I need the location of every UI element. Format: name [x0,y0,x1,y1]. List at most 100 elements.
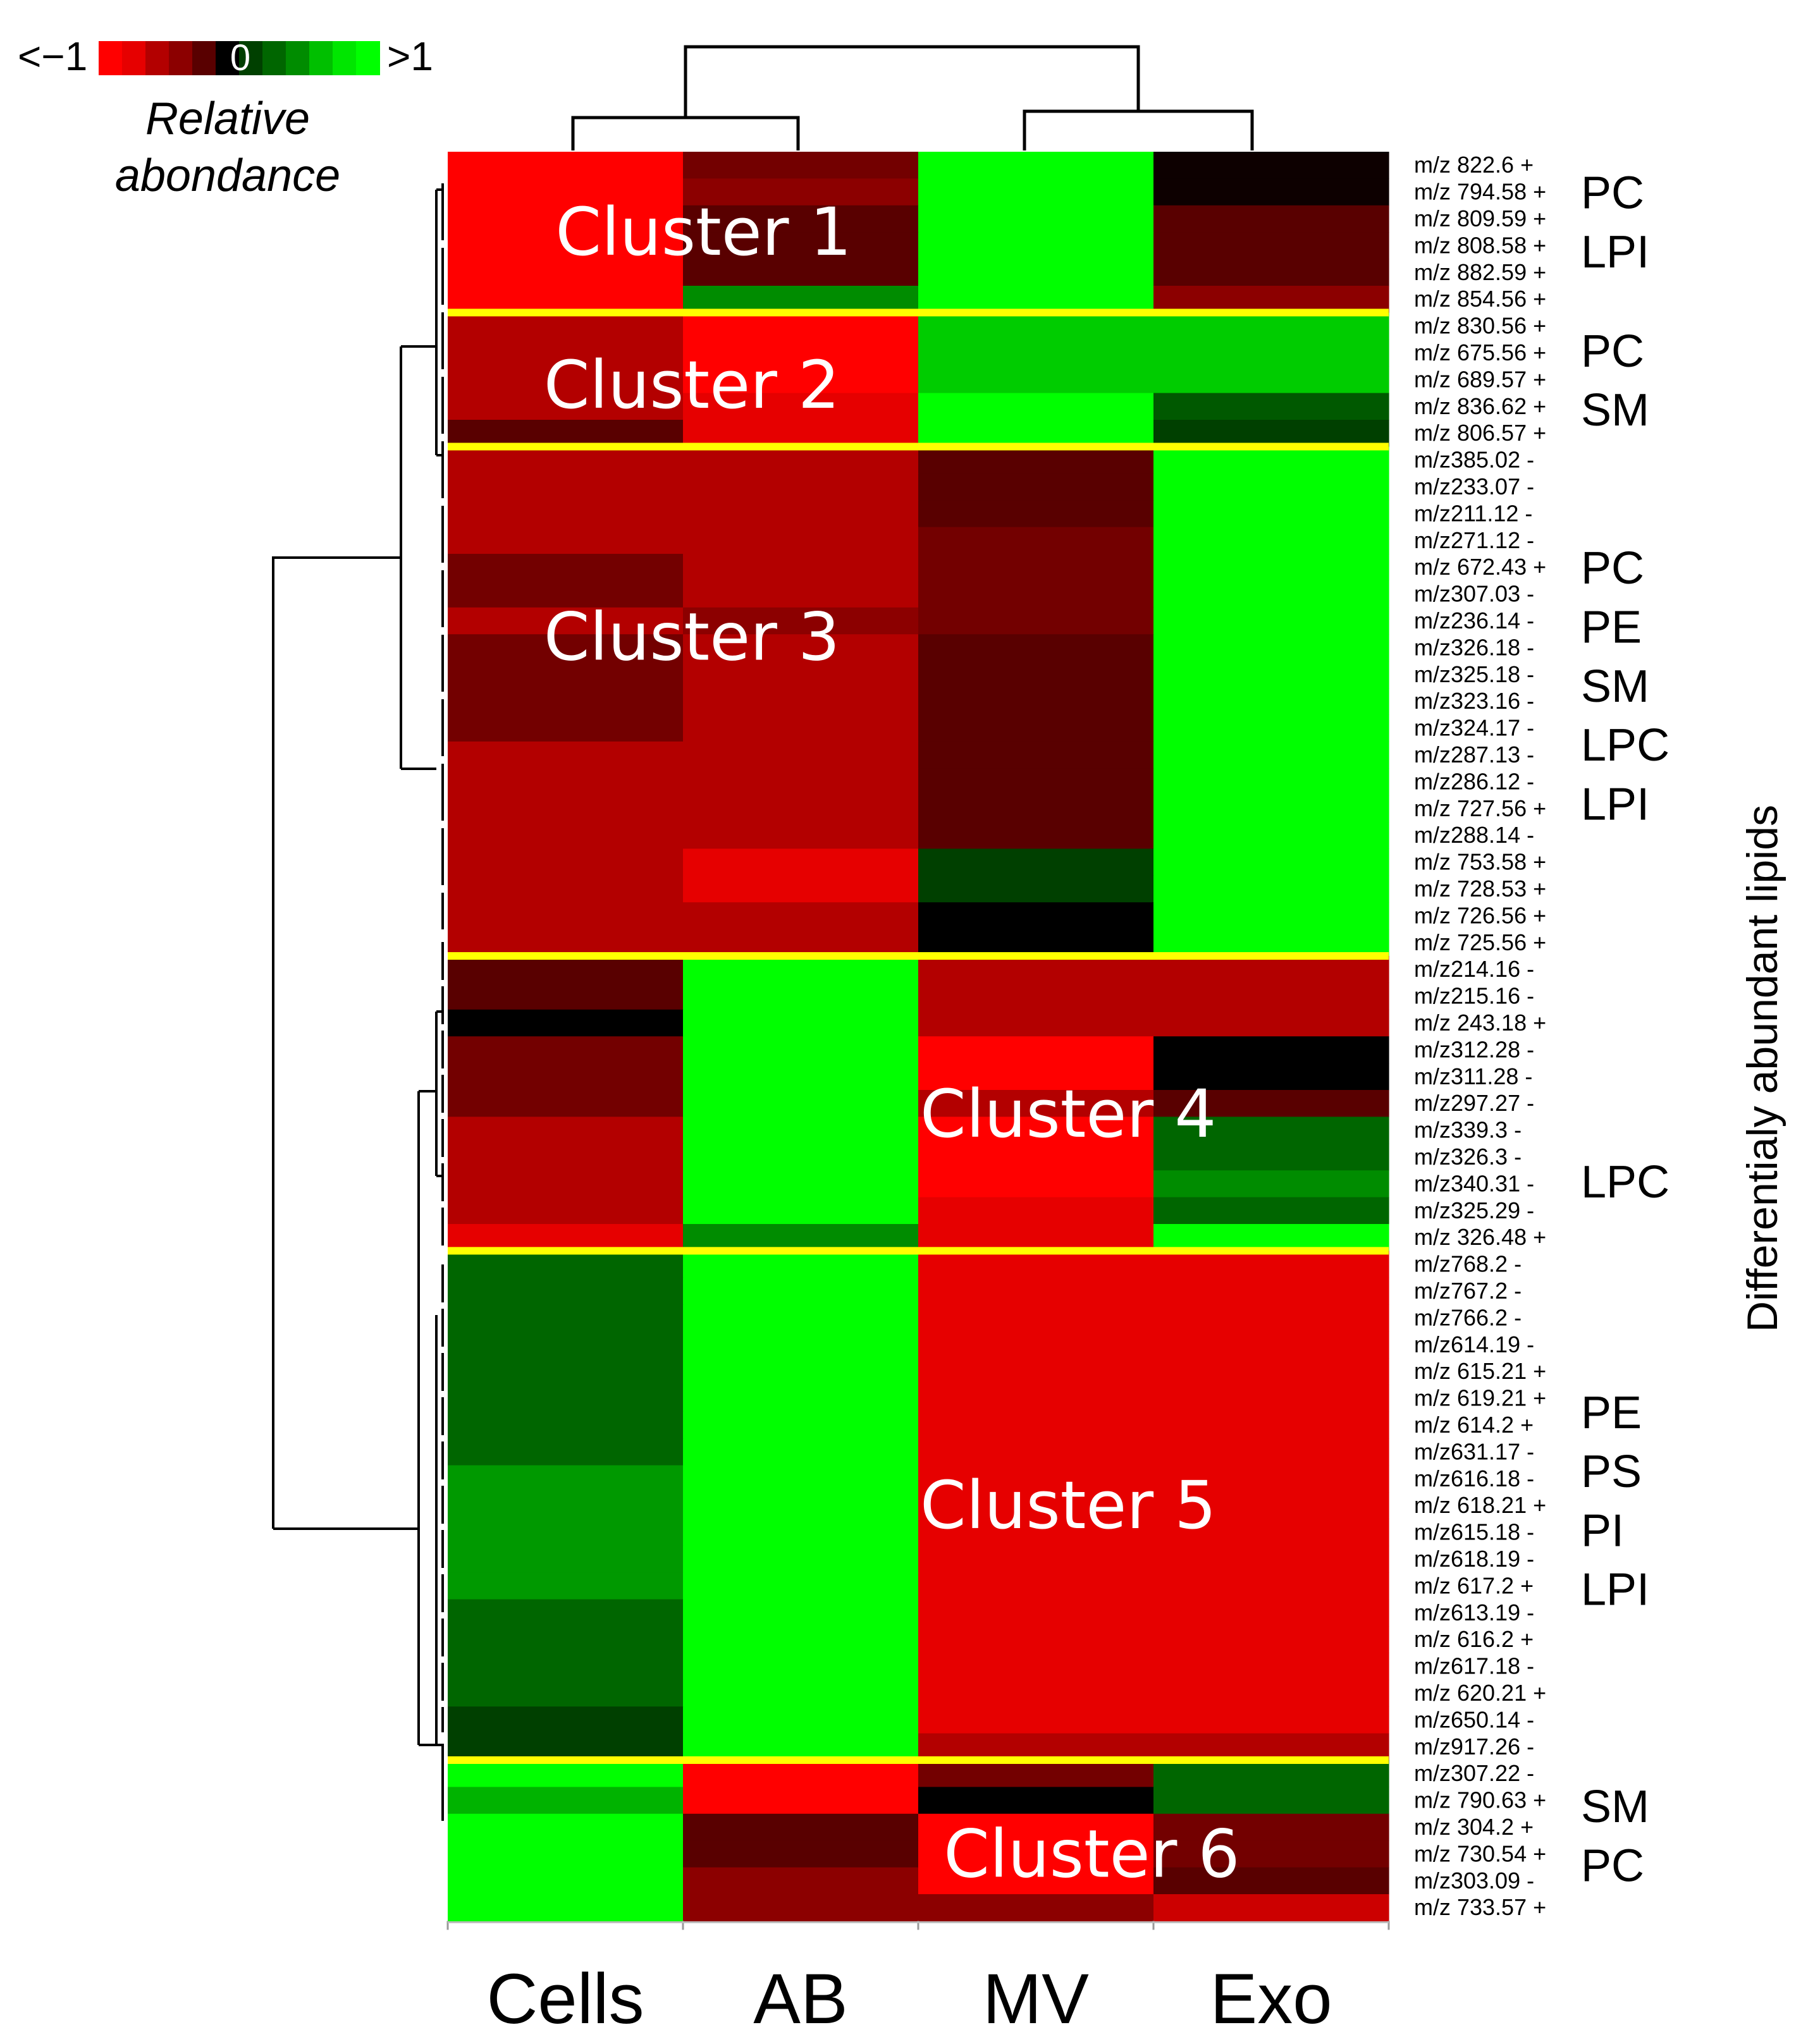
heatmap-cell [1153,580,1389,608]
heatmap-cell [683,1894,919,1921]
column-labels: Cells AB MV Exo [487,1959,1332,2038]
heatmap-cell [1153,1438,1389,1466]
heatmap-cell [448,1117,684,1144]
heatmap-cell [1153,339,1389,367]
heatmap-cell [1153,1733,1389,1761]
heatmap-cell [918,420,1154,447]
heatmap-cell [1153,1143,1389,1171]
heatmap-cell [1153,1304,1389,1332]
heatmap-cell [918,527,1154,554]
heatmap-cell [918,178,1154,206]
heatmap-cell [1153,768,1389,796]
heatmap-cell [1153,554,1389,581]
row-label: m/z 326.48 + [1414,1224,1546,1250]
row-label: m/z286.12 - [1414,768,1534,794]
row-label: m/z 689.57 + [1414,366,1546,392]
lipid-class-label: LPC [1581,720,1669,771]
heatmap-cell [1153,420,1389,447]
heatmap-cell [918,1277,1154,1305]
heatmap-cell [448,232,684,260]
heatmap-cell [683,607,919,635]
heatmap-cell [448,795,684,823]
heatmap-cell [1153,1706,1389,1734]
heatmap-cell [448,634,684,662]
heatmap-cell [918,366,1154,394]
heatmap-cell [1153,500,1389,528]
heatmap-cell [448,741,684,769]
row-label: m/z 728.53 + [1414,876,1546,902]
cluster-separators [448,309,1389,1764]
row-label: m/z287.13 - [1414,742,1534,768]
heatmap-cell [448,1760,684,1787]
heatmap-cell [448,580,684,608]
row-label: m/z339.3 - [1414,1117,1522,1143]
heatmap-cell [448,1090,684,1117]
heatmap-cell [918,1572,1154,1600]
heatmap-cell [683,1545,919,1573]
heatmap-cell [683,1787,919,1815]
heatmap-cell [918,1813,1154,1841]
legend-swatch [192,41,216,75]
heatmap-cell [1153,473,1389,501]
heatmap-cell [918,1787,1154,1815]
row-label: m/z768.2 - [1414,1251,1522,1277]
heatmap-cell [683,554,919,581]
lipid-class-label: LPI [1581,779,1649,829]
heatmap-cell [448,500,684,528]
heatmap-cell [1153,1385,1389,1412]
heatmap-cell [448,420,684,447]
heatmap-cell [1153,1277,1389,1305]
legend-swatch [309,41,333,75]
row-label: m/z311.28 - [1414,1063,1532,1089]
row-label: m/z917.26 - [1414,1734,1534,1759]
heatmap-cell [448,1572,684,1600]
heatmap-cell [448,1385,684,1412]
legend-swatch [99,41,123,75]
heatmap-cell [683,1224,919,1251]
heatmap-cell [683,1760,919,1787]
heatmap-cell [918,446,1154,474]
row-label: m/z 619.21 + [1414,1385,1546,1411]
heatmap-cell [683,1813,919,1841]
legend-swatch [145,41,169,75]
heatmap-cell [448,1492,684,1519]
row-label: m/z 790.63 + [1414,1787,1546,1813]
heatmap-cell [918,1385,1154,1412]
lipid-class-label: LPC [1581,1157,1669,1208]
heatmap-cell [918,1894,1154,1921]
row-label: m/z307.03 - [1414,581,1534,607]
heatmap-cell [683,929,919,957]
heatmap-cell [1153,848,1389,876]
heatmap-cell [448,1599,684,1627]
row-label: m/z288.14 - [1414,822,1534,848]
row-label: m/z211.12 - [1414,500,1532,526]
lipid-class-label: PC [1581,168,1644,219]
cluster-label: Cluster 5 [920,1467,1216,1544]
heatmap-cell [1153,1117,1389,1144]
cluster-labels: Cluster 1 Cluster 2 Cluster 3 Cluster 4 Clus… [544,193,1240,1892]
heatmap-cell [918,1760,1154,1787]
row-label: m/z 614.2 + [1414,1412,1534,1438]
heatmap-cell [918,1170,1154,1198]
heatmap-cell [1153,1492,1389,1519]
heatmap-cell [918,1063,1154,1091]
heatmap-cell [1153,1197,1389,1225]
heatmap-cell [918,1653,1154,1680]
heatmap-cell [448,1840,684,1868]
heatmap-cell [918,741,1154,769]
heatmap-cell [1153,1411,1389,1439]
heatmap-cell [918,1867,1154,1895]
row-label: m/z236.14 - [1414,608,1534,633]
heatmap-cell [918,152,1154,179]
heatmap-cell [918,500,1154,528]
cluster-separator [448,309,1389,317]
heatmap-cell [918,714,1154,742]
heatmap-cell [448,661,684,688]
heatmap-cell [683,661,919,688]
heatmap-cell [448,1143,684,1171]
row-label: m/z613.19 - [1414,1600,1534,1625]
heatmap-cell [448,205,684,233]
heatmap-cell [448,848,684,876]
legend-swatch [216,41,240,75]
heatmap-cell [1153,741,1389,769]
